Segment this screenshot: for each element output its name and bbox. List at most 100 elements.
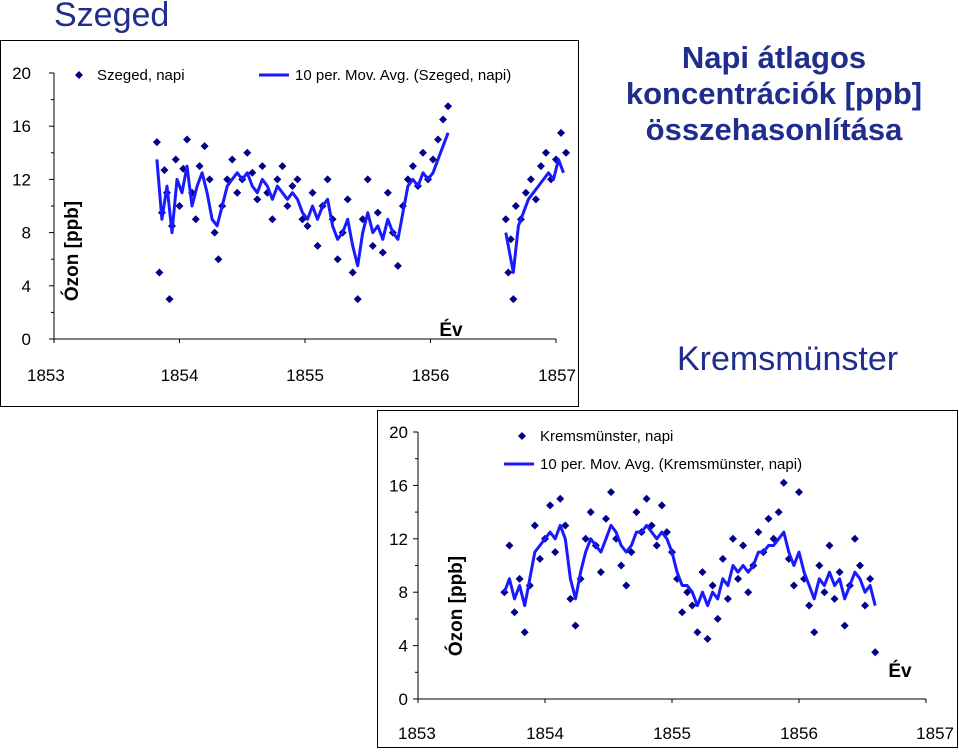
data-point [713, 614, 722, 623]
series-markers [152, 102, 571, 304]
data-point [551, 548, 560, 557]
data-point [501, 215, 510, 224]
data-point [152, 138, 161, 147]
data-point [531, 195, 540, 204]
data-point [383, 188, 392, 197]
legend-label: 10 per. Mov. Avg. (Kremsmünster, napi) [540, 456, 802, 473]
y-tick-label: 20 [12, 64, 31, 83]
data-point [647, 521, 656, 530]
data-point [561, 521, 570, 530]
data-point [526, 175, 535, 184]
data-point [363, 175, 372, 184]
x-tick-label: 1854 [526, 724, 564, 743]
y-axis-label: Ózon [ppb] [445, 556, 467, 656]
data-point [835, 568, 844, 577]
data-point [408, 162, 417, 171]
data-point [764, 514, 773, 523]
data-point [373, 208, 382, 217]
data-point [303, 221, 312, 230]
data-point [333, 255, 342, 264]
data-point [586, 508, 595, 517]
data-point [165, 295, 174, 304]
data-point [795, 488, 803, 497]
data-point [805, 601, 814, 610]
data-point [871, 648, 880, 657]
legend-label: Kremsmünster, napi [540, 428, 673, 445]
data-point [505, 541, 514, 550]
data-point [323, 175, 332, 184]
data-point [708, 581, 717, 590]
data-point [175, 202, 184, 210]
data-point [171, 155, 180, 164]
data-point [601, 514, 610, 523]
heading-line-3: összehasonlítása [645, 112, 903, 147]
data-point [728, 534, 737, 543]
data-point [509, 295, 518, 304]
heading-line-1: Napi átlagos [681, 40, 867, 75]
data-point [511, 202, 520, 210]
data-point [510, 608, 519, 617]
data-point [353, 295, 362, 304]
data-point [418, 148, 427, 157]
chart-szeged: 0 4 8 12 16 20 1853 1854 1855 1856 1857 Ózon [ppb] É… [12, 64, 576, 385]
data-point [652, 541, 661, 550]
chart-kremsmunster: 0 4 8 12 16 20 1853 1854 1855 1856 1857 Ózon [ppb] É… [389, 423, 954, 743]
data-point [214, 255, 223, 264]
data-point [596, 568, 605, 577]
data-point [444, 102, 453, 111]
data-point [718, 554, 727, 563]
y-tick-label: 12 [12, 170, 31, 189]
data-point [557, 128, 566, 137]
data-point [556, 494, 565, 503]
data-point [191, 215, 200, 224]
data-point [850, 534, 859, 543]
data-point [268, 215, 277, 224]
data-point [253, 195, 262, 204]
chart-panel-szeged: 0 4 8 12 16 20 1853 1854 1855 1856 1857 Ózon [ppb] É… [0, 40, 579, 407]
data-point [744, 588, 753, 597]
data-point [861, 601, 870, 610]
data-point [698, 568, 707, 577]
data-point [228, 155, 237, 164]
y-tick-label: 12 [389, 530, 408, 549]
data-point [520, 628, 529, 637]
x-axis-label: Év [888, 660, 912, 682]
data-point [368, 241, 377, 250]
data-point [607, 488, 616, 497]
data-point [434, 135, 443, 144]
moving-average-line [155, 132, 450, 268]
data-point [617, 561, 626, 570]
data-point [581, 534, 590, 543]
data-point [642, 494, 651, 503]
data-point [810, 628, 819, 637]
data-point [830, 594, 839, 603]
data-point [734, 574, 743, 583]
data-point [855, 561, 864, 570]
x-tick-label: 1855 [653, 724, 691, 743]
y-tick-label: 0 [22, 330, 31, 349]
data-point [562, 148, 571, 157]
data-point [779, 478, 788, 487]
data-point [278, 162, 287, 171]
series-markers [500, 478, 880, 657]
data-point [343, 195, 352, 204]
data-point [536, 162, 545, 171]
data-point [571, 621, 580, 630]
data-point [521, 188, 530, 197]
page-heading: Napi átlagos koncentrációk [ppb] összeha… [594, 40, 954, 148]
data-point [248, 168, 257, 177]
y-tick-label: 8 [399, 583, 408, 602]
data-point [233, 188, 242, 197]
data-point [210, 228, 219, 237]
moving-average-line [502, 523, 877, 608]
data-point [723, 594, 732, 603]
data-point [820, 588, 829, 597]
y-tick-label: 16 [389, 476, 408, 495]
y-tick-label: 4 [22, 277, 31, 296]
data-point [789, 581, 798, 590]
y-tick-label: 16 [12, 117, 31, 136]
x-tick-label: 1853 [398, 724, 436, 743]
data-point [258, 162, 267, 171]
data-point [308, 188, 317, 197]
data-point [183, 135, 192, 144]
